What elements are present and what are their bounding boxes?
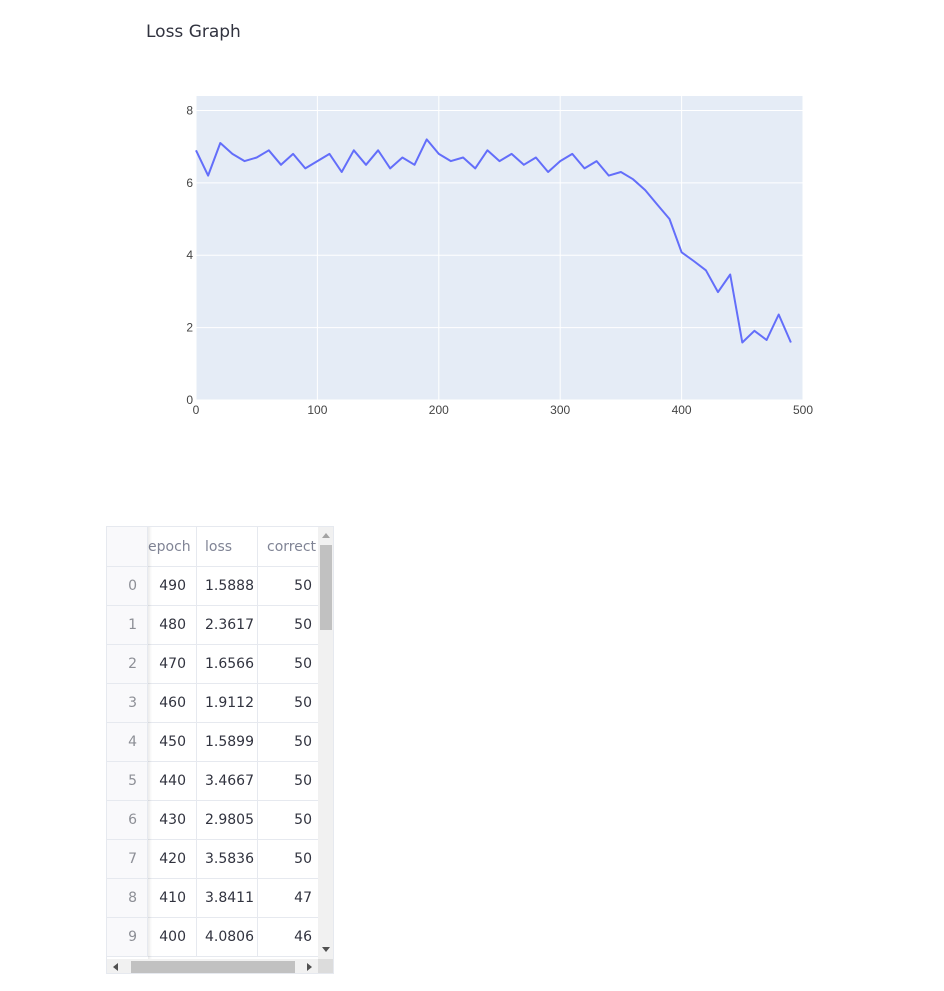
y-tick-label: 0 <box>186 393 193 407</box>
table-row[interactable]: 0 490 1.5888 50 <box>107 567 318 606</box>
table-row[interactable]: 6 430 2.9805 50 <box>107 801 318 840</box>
y-tick-label: 6 <box>186 176 193 190</box>
page-title: Loss Graph <box>146 22 241 42</box>
loss-cell[interactable]: 1.5899 <box>197 723 258 761</box>
scroll-right-arrow-icon[interactable] <box>307 963 312 971</box>
epoch-cell[interactable]: 430 <box>148 801 197 839</box>
x-tick-label: 100 <box>307 403 327 417</box>
loss-chart[interactable]: 0 100 200 300 400 500 0 2 4 6 8 <box>0 0 944 435</box>
correct-cell[interactable]: 50 <box>294 773 312 789</box>
table-row[interactable]: 4 450 1.5899 50 <box>107 723 318 762</box>
data-table[interactable]: epoch loss correct 0 490 1.5888 50 1 480 2.361… <box>106 526 334 974</box>
column-header-epoch[interactable]: epoch <box>148 527 197 566</box>
correct-cell[interactable]: 50 <box>294 578 312 594</box>
x-tick-label: 300 <box>550 403 570 417</box>
loss-cell[interactable]: 1.6566 <box>197 645 258 683</box>
correct-cell[interactable]: 50 <box>294 695 312 711</box>
y-tick-label: 4 <box>186 248 193 262</box>
row-index-cell[interactable]: 8 <box>107 879 148 917</box>
correct-cell[interactable]: 50 <box>294 617 312 633</box>
correct-cell[interactable]: 50 <box>294 812 312 828</box>
x-tick-label: 0 <box>193 403 200 417</box>
x-tick-label: 200 <box>429 403 449 417</box>
row-index-cell[interactable]: 1 <box>107 606 148 644</box>
epoch-cell[interactable]: 460 <box>148 684 197 722</box>
row-index-cell[interactable]: 5 <box>107 762 148 800</box>
loss-cell[interactable]: 3.5836 <box>197 840 258 878</box>
row-index-cell[interactable]: 4 <box>107 723 148 761</box>
correct-cell[interactable]: 50 <box>294 656 312 672</box>
table-row[interactable]: 7 420 3.5836 50 <box>107 840 318 879</box>
data-grid[interactable]: epoch loss correct 0 490 1.5888 50 1 480 2.361… <box>107 527 318 959</box>
row-index-cell[interactable]: 9 <box>107 918 148 956</box>
epoch-cell[interactable]: 410 <box>148 879 197 917</box>
loss-cell[interactable]: 1.9112 <box>197 684 258 722</box>
epoch-cell[interactable]: 450 <box>148 723 197 761</box>
scrollbar-corner <box>318 959 333 973</box>
epoch-cell[interactable]: 470 <box>148 645 197 683</box>
row-index-cell[interactable]: 6 <box>107 801 148 839</box>
table-row[interactable]: 5 440 3.4667 50 <box>107 762 318 801</box>
loss-series-line[interactable] <box>195 138 792 344</box>
correct-cell[interactable]: 47 <box>294 890 312 906</box>
table-row[interactable]: 8 410 3.8411 47 <box>107 879 318 918</box>
loss-chart-svg[interactable]: 0 100 200 300 400 500 0 2 4 6 8 <box>0 0 944 430</box>
row-index-cell[interactable]: 3 <box>107 684 148 722</box>
correct-cell[interactable]: 46 <box>294 929 312 945</box>
correct-cell[interactable]: 50 <box>294 851 312 867</box>
scroll-up-arrow-icon[interactable] <box>322 533 330 538</box>
column-header-loss[interactable]: loss <box>197 527 258 566</box>
plot-area <box>196 96 803 400</box>
scroll-left-arrow-icon[interactable] <box>113 963 118 971</box>
table-row[interactable]: 2 470 1.6566 50 <box>107 645 318 684</box>
scroll-down-arrow-icon[interactable] <box>322 947 330 952</box>
epoch-cell[interactable]: 420 <box>148 840 197 878</box>
loss-cell[interactable]: 3.8411 <box>197 879 258 917</box>
table-row[interactable]: 3 460 1.9112 50 <box>107 684 318 723</box>
loss-cell[interactable]: 3.4667 <box>197 762 258 800</box>
loss-cell[interactable]: 4.0806 <box>197 918 258 956</box>
loss-cell[interactable]: 2.3617 <box>197 606 258 644</box>
table-row[interactable]: 9 400 4.0806 46 <box>107 918 318 957</box>
row-index-cell[interactable]: 0 <box>107 567 148 605</box>
x-tick-label: 400 <box>672 403 692 417</box>
column-header-correct[interactable]: correct <box>258 527 318 566</box>
header-index-cell <box>107 527 148 566</box>
horizontal-scroll-thumb[interactable] <box>131 961 295 973</box>
y-tick-label: 2 <box>186 321 193 335</box>
row-index-cell[interactable]: 7 <box>107 840 148 878</box>
loss-cell[interactable]: 1.5888 <box>197 567 258 605</box>
epoch-cell[interactable]: 490 <box>148 567 197 605</box>
epoch-cell[interactable]: 480 <box>148 606 197 644</box>
table-row[interactable]: 1 480 2.3617 50 <box>107 606 318 645</box>
loss-cell[interactable]: 2.9805 <box>197 801 258 839</box>
table-header-row: epoch loss correct <box>107 527 318 567</box>
vertical-scroll-thumb[interactable] <box>320 545 332 630</box>
horizontal-scrollbar[interactable] <box>107 959 318 973</box>
epoch-cell[interactable]: 400 <box>148 918 197 956</box>
row-index-cell[interactable]: 2 <box>107 645 148 683</box>
y-tick-label: 8 <box>186 103 193 117</box>
epoch-cell[interactable]: 440 <box>148 762 197 800</box>
vertical-scrollbar[interactable] <box>318 527 333 959</box>
x-tick-label: 500 <box>793 403 813 417</box>
correct-cell[interactable]: 50 <box>294 734 312 750</box>
